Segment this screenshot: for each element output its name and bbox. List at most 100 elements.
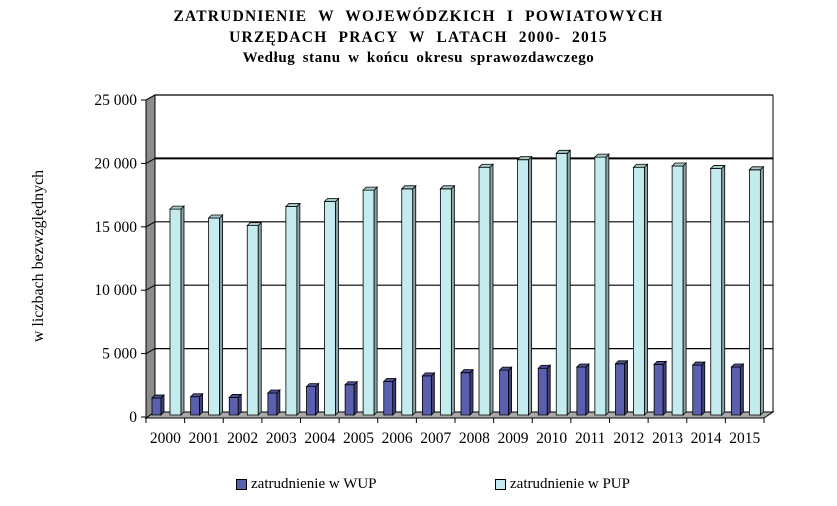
x-tick-label: 2004 xyxy=(304,430,335,447)
x-tick-label: 2000 xyxy=(150,430,181,447)
bar-wup-2014-front xyxy=(692,364,703,416)
bar-wup-2008-front xyxy=(460,372,471,416)
bar-pup-2014 xyxy=(709,164,726,416)
bar-wup-2011-front xyxy=(576,366,587,416)
gridline-side xyxy=(145,221,156,228)
legend-label-wup: zatrudnienie w WUP xyxy=(251,476,377,492)
bar-pup-2006-front xyxy=(401,188,414,416)
gridline-side xyxy=(145,284,156,291)
bar-pup-2007-side xyxy=(450,184,455,416)
bar-pup-2000-side xyxy=(180,205,185,416)
gridline-side xyxy=(145,94,156,101)
bar-wup-2005-top xyxy=(344,381,359,386)
bar-wup-2002 xyxy=(228,393,243,416)
y-tick-label: 15 000 xyxy=(94,219,137,236)
bar-pup-2005-front xyxy=(362,189,375,416)
bar-pup-2001 xyxy=(207,214,224,416)
bar-pup-2011-top xyxy=(593,153,610,158)
bar-wup-2000-top xyxy=(151,394,165,399)
bar-pup-2003-top xyxy=(284,203,301,207)
bar-pup-2011-front xyxy=(594,156,607,416)
bar-pup-2007-front xyxy=(439,188,452,416)
bar-pup-2015-front xyxy=(748,169,761,416)
bar-pup-2011 xyxy=(593,153,610,416)
bar-pup-2000-front xyxy=(169,208,182,416)
bar-pup-2014-side xyxy=(721,164,726,416)
x-tick-label: 2002 xyxy=(227,430,258,447)
chart-title-line-2: URZĘDACH PRACY W LATACH 2000- 2015 xyxy=(229,29,608,46)
bar-wup-2003-top xyxy=(266,389,281,394)
bar-wup-2006-side xyxy=(392,377,397,416)
x-tick-label: 2007 xyxy=(420,430,451,447)
bar-wup-2006-front xyxy=(383,381,394,416)
x-tick-label: 2012 xyxy=(613,430,644,447)
bar-wup-2001-front xyxy=(190,396,201,416)
bar-pup-2010-front xyxy=(555,152,568,416)
bar-pup-2008-side xyxy=(489,163,494,416)
bar-pup-2006 xyxy=(400,184,417,416)
bar-pup-2007-top xyxy=(439,185,456,190)
x-tick-label: 2001 xyxy=(188,430,219,447)
bar-wup-2007-front xyxy=(421,375,432,416)
bar-pup-2010-side xyxy=(566,149,571,416)
x-tick-label: 2008 xyxy=(459,430,490,447)
bar-pup-2005-top xyxy=(362,186,379,191)
bar-pup-2000-top xyxy=(169,205,185,210)
x-tick-label: 2005 xyxy=(343,430,374,447)
bar-pup-2013 xyxy=(671,162,688,416)
bar-wup-2013 xyxy=(653,360,668,416)
bar-pup-2014-top xyxy=(709,165,726,169)
bar-pup-2007 xyxy=(439,184,456,416)
bar-wup-2014-top xyxy=(691,361,706,366)
bar-wup-2003-front xyxy=(267,392,278,416)
bar-wup-2012 xyxy=(614,359,629,416)
bar-pup-2000 xyxy=(169,205,185,416)
bar-wup-2013-front xyxy=(653,364,664,416)
bar-wup-2009 xyxy=(498,366,513,416)
chart-subtitle: Według stanu w końcu okresu sprawozdawcz… xyxy=(242,50,595,66)
bar-wup-2008-side xyxy=(469,368,474,416)
plot-side-wall xyxy=(145,94,156,419)
legend-item-pup: zatrudnienie w PUP xyxy=(495,476,630,493)
bar-wup-2005 xyxy=(344,380,359,416)
bar-wup-2009-top xyxy=(498,366,513,371)
bar-pup-2015-side xyxy=(759,165,764,416)
bar-pup-2002-side xyxy=(257,221,262,416)
x-tick-label: 2015 xyxy=(729,430,760,447)
bar-wup-2008 xyxy=(460,368,474,416)
bar-pup-2012-front xyxy=(633,166,645,416)
y-tick-label: 20 000 xyxy=(94,155,137,172)
bar-pup-2009 xyxy=(516,155,533,416)
bar-wup-2010-top xyxy=(537,364,552,369)
chart-title-block: ZATRUDNIENIE W WOJEWÓDZKICH I POWIATOWYC… xyxy=(0,6,837,68)
bar-wup-2012-top xyxy=(614,360,629,365)
bar-pup-2009-front xyxy=(517,159,530,416)
bar-pup-2010 xyxy=(555,149,572,416)
bar-wup-2001-side xyxy=(199,392,204,416)
bar-pup-2003-side xyxy=(296,202,301,416)
legend-swatch-wup xyxy=(236,479,247,490)
y-tick-label: 0 xyxy=(129,409,137,426)
bar-wup-2002-top xyxy=(228,394,243,398)
bar-pup-2002-top xyxy=(246,222,263,227)
bar-pup-2011-side xyxy=(605,153,610,416)
bar-pup-2005-side xyxy=(373,186,378,416)
bar-pup-2002-front xyxy=(246,225,259,416)
bar-wup-2011-top xyxy=(575,363,590,368)
bar-wup-2015-front xyxy=(730,366,741,416)
bar-wup-2001 xyxy=(189,392,204,416)
plot-back-wall xyxy=(155,95,773,412)
bar-pup-2005 xyxy=(362,186,379,416)
bar-pup-2009-top xyxy=(516,156,533,161)
bar-wup-2006-top xyxy=(382,378,397,382)
bar-wup-2012-front xyxy=(615,363,625,416)
bar-pup-2008 xyxy=(478,163,494,416)
bar-wup-2004-top xyxy=(305,383,320,388)
bar-wup-2007-side xyxy=(430,371,435,416)
bar-pup-2004-front xyxy=(324,201,336,416)
bar-wup-2000-front xyxy=(151,397,162,416)
bar-pup-2001-top xyxy=(207,214,224,219)
bar-wup-2011-side xyxy=(585,363,590,416)
bar-wup-2007-top xyxy=(421,372,436,377)
x-tick-label: 2006 xyxy=(382,430,413,447)
